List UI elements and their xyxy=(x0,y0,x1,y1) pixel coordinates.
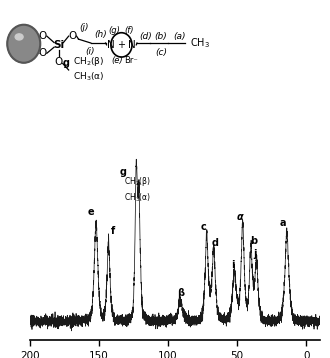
Text: i: i xyxy=(231,261,235,271)
Text: (g): (g) xyxy=(108,26,120,35)
Text: CH$_2$(β): CH$_2$(β) xyxy=(73,55,104,68)
Text: (c): (c) xyxy=(155,48,167,57)
Text: a: a xyxy=(280,218,286,228)
Text: b: b xyxy=(250,236,257,246)
Text: (b): (b) xyxy=(155,32,167,41)
Text: e: e xyxy=(87,207,94,217)
Text: CH$_3$: CH$_3$ xyxy=(190,36,210,50)
Text: g: g xyxy=(62,58,69,68)
Circle shape xyxy=(7,25,40,63)
Text: Br⁻: Br⁻ xyxy=(124,56,138,66)
Text: Si: Si xyxy=(53,40,64,50)
Text: (f): (f) xyxy=(124,26,133,35)
Text: O: O xyxy=(39,31,47,41)
Text: β: β xyxy=(177,288,184,298)
Text: (h): (h) xyxy=(94,30,107,39)
Text: CH$_3$(α): CH$_3$(α) xyxy=(73,71,104,83)
Text: (e): (e) xyxy=(112,56,123,66)
Text: f: f xyxy=(111,227,115,237)
Text: N: N xyxy=(128,40,136,50)
Text: (d): (d) xyxy=(140,32,152,41)
Text: CH$_2$(β): CH$_2$(β) xyxy=(124,175,151,188)
Ellipse shape xyxy=(15,34,23,40)
Text: O: O xyxy=(55,57,63,67)
Text: c: c xyxy=(201,222,207,232)
Text: g: g xyxy=(119,166,126,176)
Text: (j): (j) xyxy=(80,23,89,32)
Text: +: + xyxy=(117,40,125,50)
Text: j: j xyxy=(253,249,257,259)
Text: O: O xyxy=(69,31,77,41)
Text: d: d xyxy=(212,238,218,248)
Text: N: N xyxy=(107,40,115,50)
Text: O: O xyxy=(39,48,47,58)
Text: α: α xyxy=(237,212,243,222)
Text: CH$_3$(α): CH$_3$(α) xyxy=(124,192,151,204)
Text: (i): (i) xyxy=(85,47,94,56)
Text: (a): (a) xyxy=(173,32,185,41)
